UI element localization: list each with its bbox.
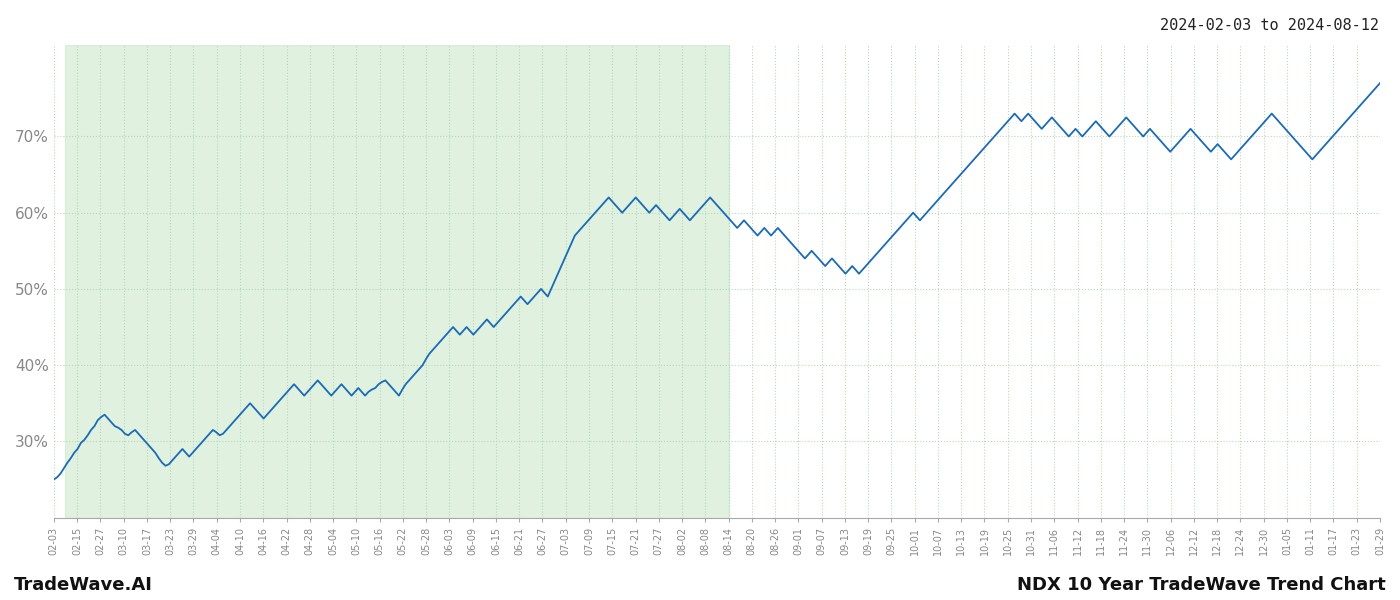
Bar — [66, 45, 728, 518]
Text: NDX 10 Year TradeWave Trend Chart: NDX 10 Year TradeWave Trend Chart — [1018, 576, 1386, 594]
Text: 2024-02-03 to 2024-08-12: 2024-02-03 to 2024-08-12 — [1161, 18, 1379, 33]
Text: TradeWave.AI: TradeWave.AI — [14, 576, 153, 594]
